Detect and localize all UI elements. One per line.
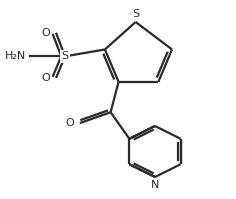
- Text: S: S: [132, 9, 139, 19]
- Text: H₂N: H₂N: [5, 51, 26, 61]
- Text: O: O: [42, 73, 50, 83]
- Text: O: O: [65, 118, 74, 128]
- Text: O: O: [42, 28, 50, 38]
- Text: S: S: [62, 51, 69, 61]
- Text: N: N: [151, 180, 159, 190]
